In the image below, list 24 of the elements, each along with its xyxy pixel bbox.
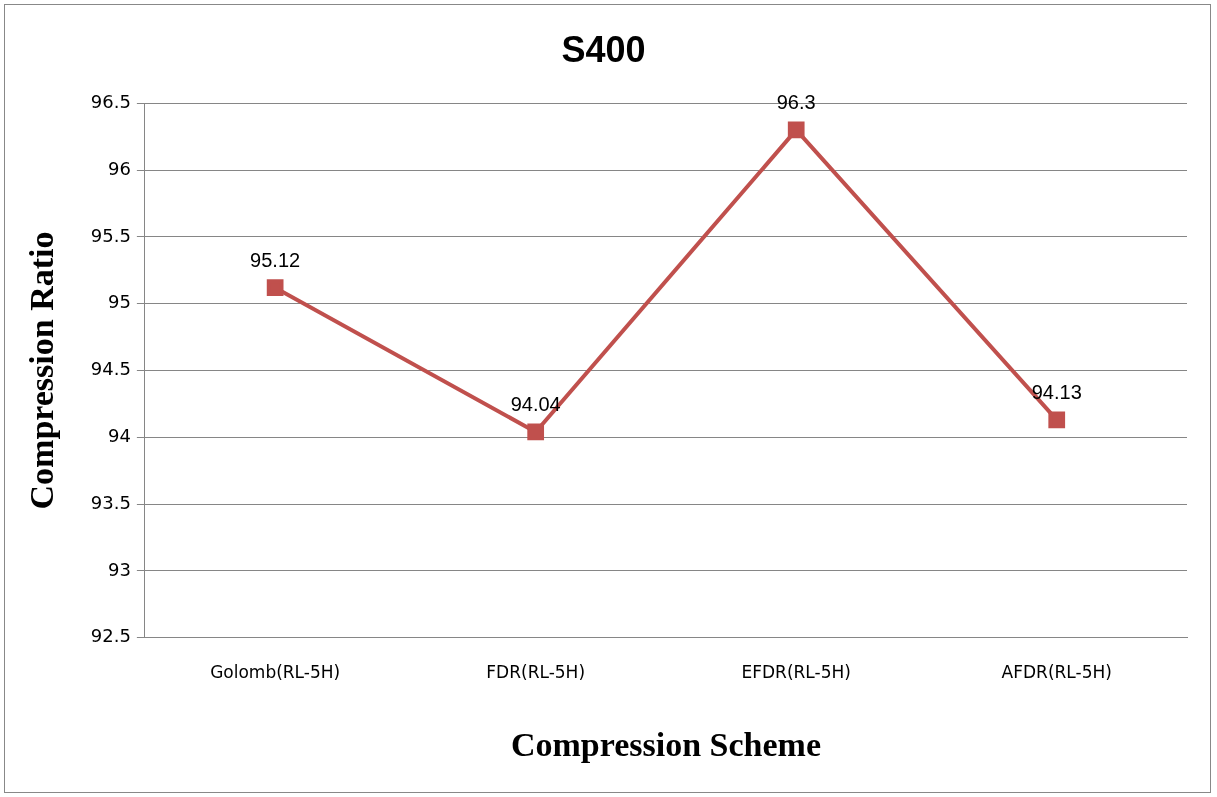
x-tick-label: FDR(RL-5H) [486,662,586,683]
data-label: 95.12 [250,249,301,272]
x-tick-label: AFDR(RL-5H) [1001,662,1112,683]
x-tick-label: EFDR(RL-5H) [741,662,851,683]
data-label: 94.04 [510,393,561,416]
point [527,423,545,441]
data-label: 94.13 [1031,381,1082,404]
y-tick-label: 94 [107,425,131,446]
data-label: 96.3 [776,91,816,114]
y-tick-label: 94.5 [90,358,131,380]
x-tick-label: Golomb(RL-5H) [210,662,341,683]
y-tick-label: 95 [107,291,131,313]
y-tick-label: 93 [107,558,131,580]
chart-title: S400 [561,28,646,70]
y-axis-title: Compression Ratio [23,231,61,510]
point [1048,411,1066,429]
y-tick-label: 95.5 [90,224,131,246]
x-axis-title: Compression Scheme [510,726,821,764]
y-tick-label: 92.5 [90,625,131,647]
y-tick-label: 96 [107,157,131,179]
point [787,121,805,139]
y-tick-label: 93.5 [90,491,131,513]
y-tick-label: 96.5 [90,90,131,112]
point [266,279,284,296]
